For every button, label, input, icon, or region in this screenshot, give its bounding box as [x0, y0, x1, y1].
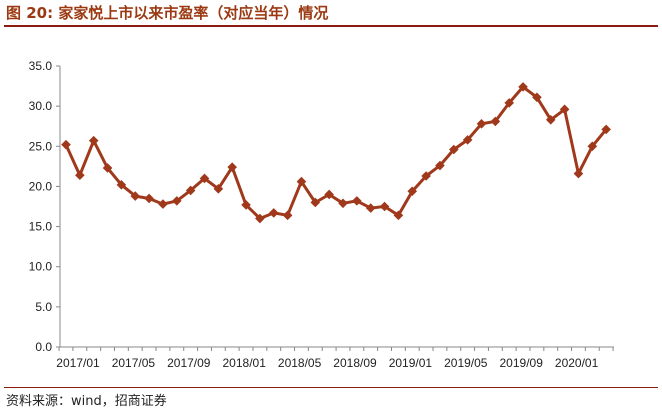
x-tick-label: 2019/09 [500, 356, 544, 370]
pe-ratio-line-chart: 0.0 5.0 10.0 15.0 20.0 25.0 30.0 35.0 2017/01 201… [29, 59, 614, 370]
y-tick-label: 25.0 [29, 139, 53, 153]
data-point [365, 203, 376, 213]
title-underline [4, 25, 658, 27]
chart-axes [56, 65, 614, 351]
data-point [490, 116, 501, 127]
x-tick-label: 2017/09 [167, 356, 211, 370]
x-tick-label: 2019/01 [389, 356, 433, 370]
data-point [587, 141, 598, 152]
data-point [268, 208, 279, 218]
data-point [75, 170, 85, 180]
data-point [144, 193, 154, 204]
tick-labels: 0.0 5.0 10.0 15.0 20.0 25.0 30.0 35.0 2017/01 201… [29, 59, 599, 370]
data-point [324, 189, 334, 200]
data-point [435, 160, 445, 171]
x-tick-label: 2017/05 [112, 356, 156, 370]
data-point [61, 139, 71, 150]
data-point [102, 163, 113, 173]
data-point [407, 186, 418, 197]
data-point [116, 180, 127, 190]
data-point [518, 82, 528, 92]
series-markers [61, 82, 611, 224]
data-point [393, 210, 404, 221]
x-tick-label: 2017/01 [56, 356, 100, 370]
data-point [504, 98, 514, 108]
data-point [545, 114, 556, 125]
y-tick-label: 5.0 [35, 300, 52, 314]
data-point [185, 185, 196, 196]
data-point [172, 196, 182, 206]
data-point [227, 162, 237, 172]
x-tick-label: 2020/01 [555, 356, 599, 370]
figure-title: 图 20: 家家悦上市以来市盈率（对应当年）情况 [6, 4, 329, 22]
series-line [64, 85, 608, 220]
data-point [449, 144, 459, 155]
data-point [88, 135, 99, 146]
x-tick-label: 2018/05 [278, 356, 322, 370]
x-tick-label: 2019/05 [444, 356, 488, 370]
data-point [421, 171, 431, 181]
data-point [573, 168, 584, 179]
data-point [213, 184, 224, 194]
data-point [601, 124, 611, 135]
data-point [255, 213, 265, 224]
y-tick-label: 20.0 [29, 179, 53, 193]
source-note: 资料来源：wind，招商证券 [6, 394, 167, 409]
data-point [130, 191, 141, 201]
data-point [338, 198, 348, 209]
data-point [282, 210, 293, 221]
data-point [199, 173, 210, 184]
data-point [158, 199, 168, 209]
data-point [462, 135, 473, 145]
data-point [296, 176, 307, 187]
x-tick-label: 2018/01 [223, 356, 267, 370]
y-tick-label: 10.0 [29, 260, 53, 274]
data-point [310, 197, 321, 208]
data-point [532, 92, 542, 103]
data-point [476, 119, 487, 129]
y-tick-label: 15.0 [29, 220, 53, 234]
x-tick-label: 2018/09 [333, 356, 377, 370]
data-point [379, 201, 390, 212]
data-point [559, 104, 570, 115]
y-tick-label: 30.0 [29, 99, 53, 113]
data-point [241, 200, 251, 210]
data-point [352, 196, 362, 206]
y-tick-label: 0.0 [35, 340, 52, 354]
y-tick-label: 35.0 [29, 59, 53, 73]
source-divider [4, 387, 658, 388]
